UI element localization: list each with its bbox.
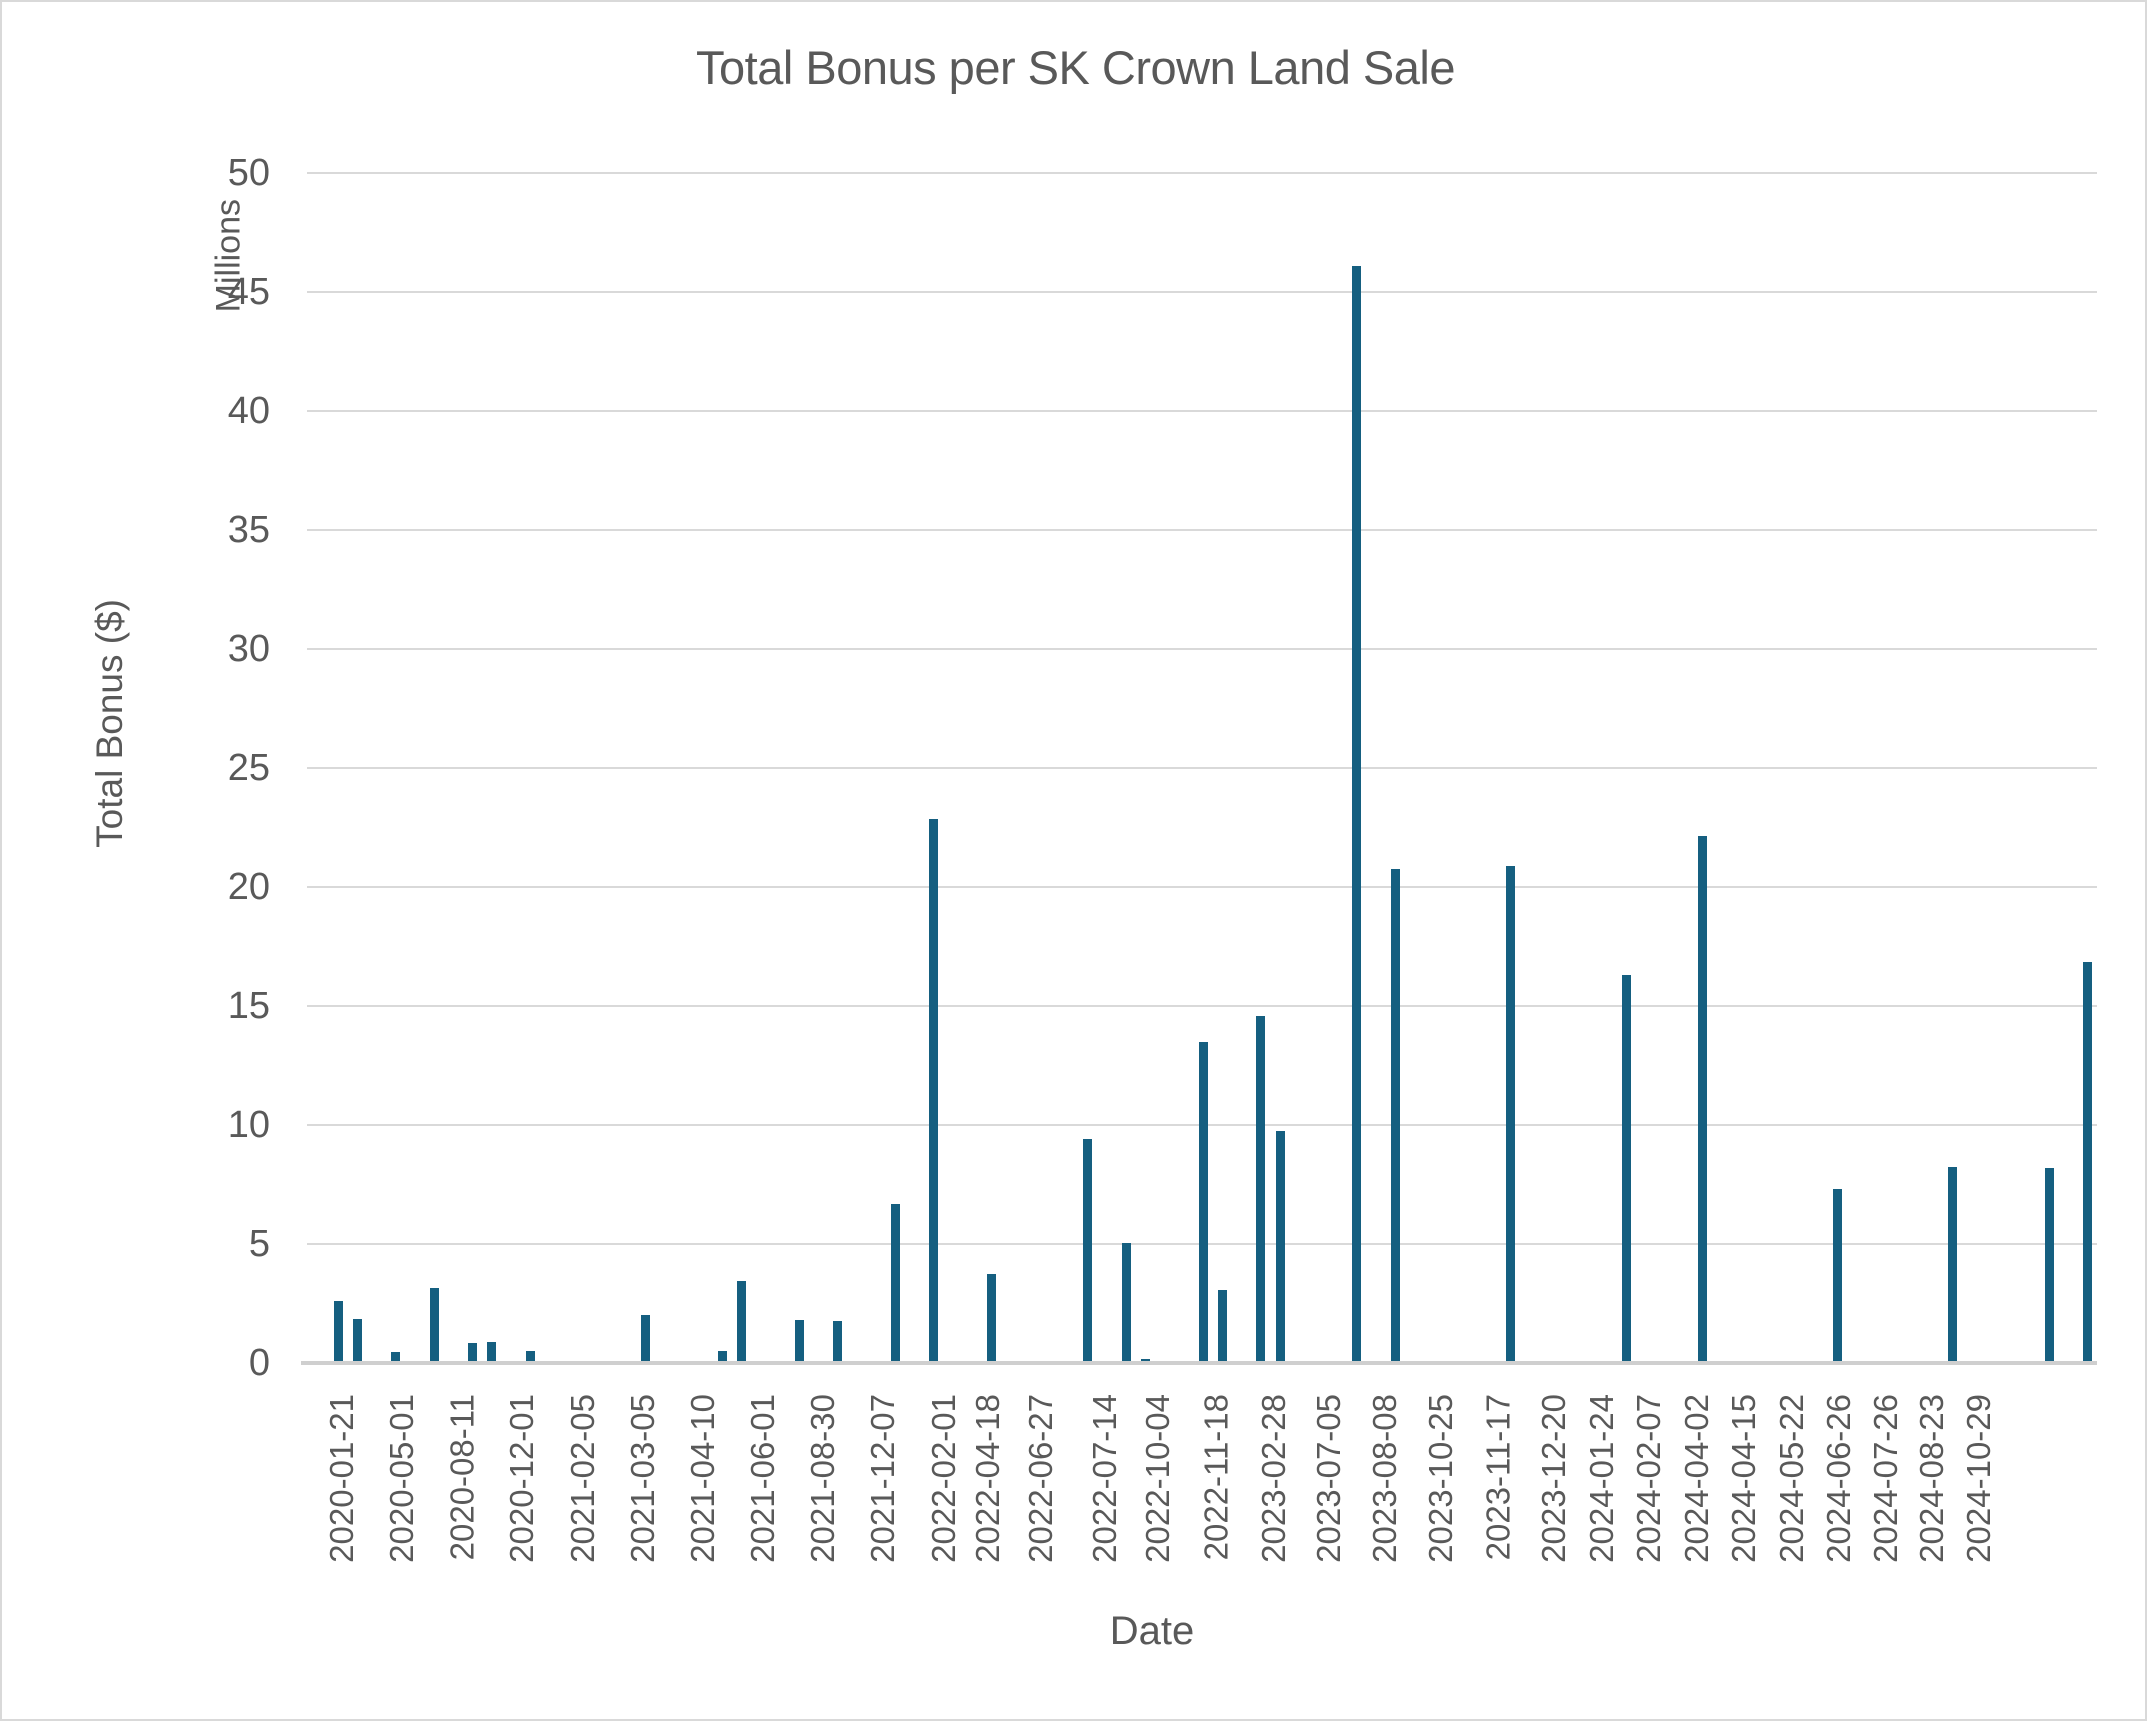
x-tick-label-2023-07-05: 2023-07-05 (1310, 1394, 1347, 1563)
bar-2023-08-08 (1198, 1041, 1208, 1363)
x-tick-label-2023-02-28: 2023-02-28 (1255, 1394, 1292, 1563)
bar-2020-01-21 (333, 1301, 343, 1363)
y-tick-label: 35 (227, 509, 270, 551)
y-tick-label: 15 (227, 985, 270, 1027)
bar-2022-02-01 (794, 1320, 804, 1363)
bar-2022-04-18 (833, 1321, 843, 1363)
bar-2024-08-23 (2044, 1167, 2054, 1363)
x-tick-label-2024-07-26: 2024-07-26 (1867, 1394, 1904, 1563)
x-tick-label-2024-04-15: 2024-04-15 (1725, 1394, 1762, 1563)
x-tick-label-2023-11-17: 2023-11-17 (1479, 1394, 1516, 1561)
x-tick-label-2021-06-01: 2021-06-01 (744, 1394, 781, 1563)
x-tick-label-2024-01-24: 2024-01-24 (1583, 1394, 1620, 1563)
x-tick-label-2022-02-01: 2022-02-01 (925, 1394, 962, 1563)
y-tick-label: 30 (227, 628, 270, 670)
x-tick-label-2024-06-26: 2024-06-26 (1820, 1394, 1857, 1563)
bar-2021-02-05 (468, 1342, 478, 1363)
bar-2024-02-07 (1390, 869, 1400, 1363)
y-tick-label: 20 (227, 866, 270, 908)
bar-2024-10-29 (2082, 961, 2092, 1363)
gridline-35 (307, 529, 2097, 531)
gridline-45 (307, 291, 2097, 293)
x-tick-label-2023-08-08: 2023-08-08 (1366, 1394, 1403, 1563)
bar-2023-11-17 (1256, 1015, 1266, 1363)
bar-2024-04-02 (1506, 865, 1516, 1363)
x-axis-title: Date (1109, 1609, 1195, 1653)
x-tick-label-2024-04-02: 2024-04-02 (1678, 1394, 1715, 1563)
bar-2023-10-25 (1217, 1290, 1227, 1363)
gridline-30 (307, 648, 2097, 650)
bar-2024-01-24 (1352, 265, 1362, 1363)
bar-2024-06-26 (1833, 1189, 1843, 1363)
y-tick-label: 50 (227, 152, 270, 194)
x-tick-label-2021-08-30: 2021-08-30 (804, 1394, 841, 1563)
bar-2021-04-10 (525, 1351, 535, 1363)
chart-title: Total Bonus per SK Crown Land Sale (696, 41, 1455, 94)
x-tick-label-2022-06-27: 2022-06-27 (1022, 1394, 1059, 1563)
bar-2022-06-27 (891, 1203, 901, 1363)
x-tick-label-2023-10-25: 2023-10-25 (1422, 1394, 1459, 1563)
bar-2021-06-01 (641, 1315, 651, 1363)
bar-2020-05-01 (352, 1318, 362, 1363)
y-tick-label: 0 (248, 1342, 270, 1384)
x-tick-label-2020-08-11: 2020-08-11 (443, 1394, 480, 1561)
bar-2022-10-04 (987, 1273, 997, 1363)
bar-2022-07-14 (929, 819, 939, 1363)
x-tick-label-2024-10-29: 2024-10-29 (1960, 1394, 1997, 1563)
x-tick-label-2021-04-10: 2021-04-10 (684, 1394, 721, 1563)
x-tick-label-2022-11-18: 2022-11-18 (1197, 1394, 1234, 1561)
x-tick-label-2020-05-01: 2020-05-01 (383, 1394, 420, 1563)
x-tick-label-2020-12-01: 2020-12-01 (503, 1394, 540, 1563)
plot-area (301, 172, 2097, 1365)
x-tick-label-2024-02-07: 2024-02-07 (1630, 1394, 1667, 1563)
gridline-40 (307, 410, 2097, 412)
gridline-15 (307, 1005, 2097, 1007)
bar-2020-12-01 (429, 1288, 439, 1363)
y-tick-label: 5 (248, 1223, 270, 1265)
y-tick-label: 10 (227, 1104, 270, 1146)
x-tick-label-2022-07-14: 2022-07-14 (1086, 1394, 1123, 1563)
bar-2021-12-07 (737, 1280, 747, 1363)
bar-2024-05-22 (1698, 835, 1708, 1363)
gridline-25 (307, 767, 2097, 769)
x-tick-label-2021-03-05: 2021-03-05 (624, 1394, 661, 1563)
y-tick-label: 40 (227, 390, 270, 432)
bar-2021-03-05 (487, 1341, 497, 1363)
x-tick-label-2022-04-18: 2022-04-18 (969, 1394, 1006, 1563)
x-axis-line (301, 1361, 2097, 1365)
bar-2021-08-30 (718, 1351, 727, 1363)
bar-2022-11-18 (1083, 1139, 1093, 1363)
y-tick-label: 25 (227, 747, 270, 789)
y-axis-title: Total Bonus ($) (89, 599, 130, 848)
gridline-20 (307, 886, 2097, 888)
y-tick-label: 45 (227, 271, 270, 313)
x-tick-label-2021-12-07: 2021-12-07 (864, 1394, 901, 1563)
bar-2023-02-28 (1121, 1242, 1131, 1363)
bar-2023-12-20 (1275, 1130, 1285, 1363)
gridline-50 (307, 172, 2097, 174)
x-tick-label-2023-12-20: 2023-12-20 (1535, 1394, 1572, 1563)
x-tick-label-2022-10-04: 2022-10-04 (1139, 1394, 1176, 1563)
bar-2020-08-11 (391, 1352, 401, 1363)
bar-2024-07-26 (1948, 1166, 1958, 1363)
x-tick-label-2021-02-05: 2021-02-05 (564, 1394, 601, 1563)
bar-2024-04-15 (1621, 975, 1631, 1363)
x-tick-label-2024-08-23: 2024-08-23 (1913, 1394, 1950, 1563)
x-tick-label-2020-01-21: 2020-01-21 (323, 1394, 360, 1563)
x-tick-label-2024-05-22: 2024-05-22 (1773, 1394, 1810, 1563)
